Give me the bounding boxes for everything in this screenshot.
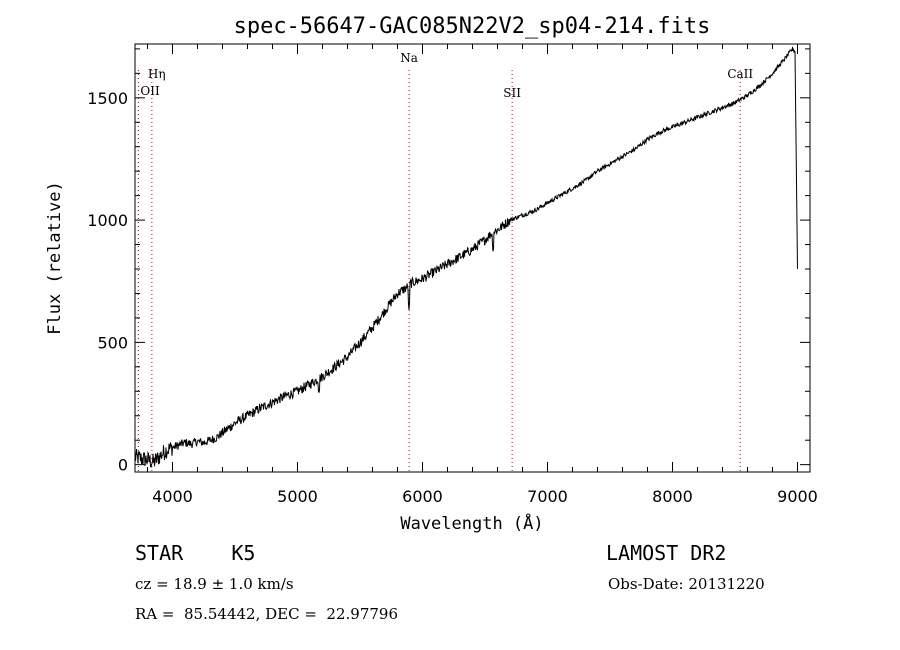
x-tick-label: 6000 <box>402 487 443 506</box>
x-tick-label: 5000 <box>277 487 318 506</box>
y-axis-label: Flux (relative) <box>45 181 65 335</box>
marker-lines <box>137 70 741 472</box>
y-axis-tick-labels: 0 500 1000 1500 <box>87 89 128 475</box>
y-tick-label: 0 <box>118 456 128 475</box>
spectral-line-label: SII <box>503 86 521 100</box>
spectral-line-label: Hη <box>148 67 166 81</box>
x-tick-label: 8000 <box>652 487 693 506</box>
observation-date: Obs-Date: 20131220 <box>608 575 765 593</box>
marker-labels: Hη OII Na SII CaII <box>140 51 753 100</box>
spectral-line-label: Na <box>400 51 418 65</box>
x-tick-label: 7000 <box>527 487 568 506</box>
x-tick-label: 9000 <box>777 487 818 506</box>
plot-area <box>134 43 811 473</box>
spectral-line-label: CaII <box>727 67 753 81</box>
spectrum-line <box>134 46 798 469</box>
spectral-line-label: OII <box>140 84 160 98</box>
redshift-cz: cz = 18.9 ± 1.0 km/s <box>135 575 294 593</box>
y-axis-ticks <box>135 48 810 466</box>
y-tick-label: 1500 <box>87 89 128 108</box>
x-axis-tick-labels: 4000 5000 6000 7000 8000 9000 <box>152 487 818 506</box>
y-tick-label: 500 <box>97 333 128 352</box>
object-class: STAR K5 <box>135 541 256 565</box>
x-axis-label: Wavelength (Å) <box>400 512 543 534</box>
x-tick-label: 4000 <box>152 487 193 506</box>
survey-name: LAMOST DR2 <box>606 541 727 565</box>
x-axis-ticks <box>147 44 798 472</box>
y-tick-label: 1000 <box>87 211 128 230</box>
coordinates: RA = 85.54442, DEC = 22.97796 <box>135 605 399 623</box>
plot-frame <box>134 43 811 473</box>
chart-title: spec-56647-GAC085N22V2_sp04-214.fits <box>234 14 711 39</box>
